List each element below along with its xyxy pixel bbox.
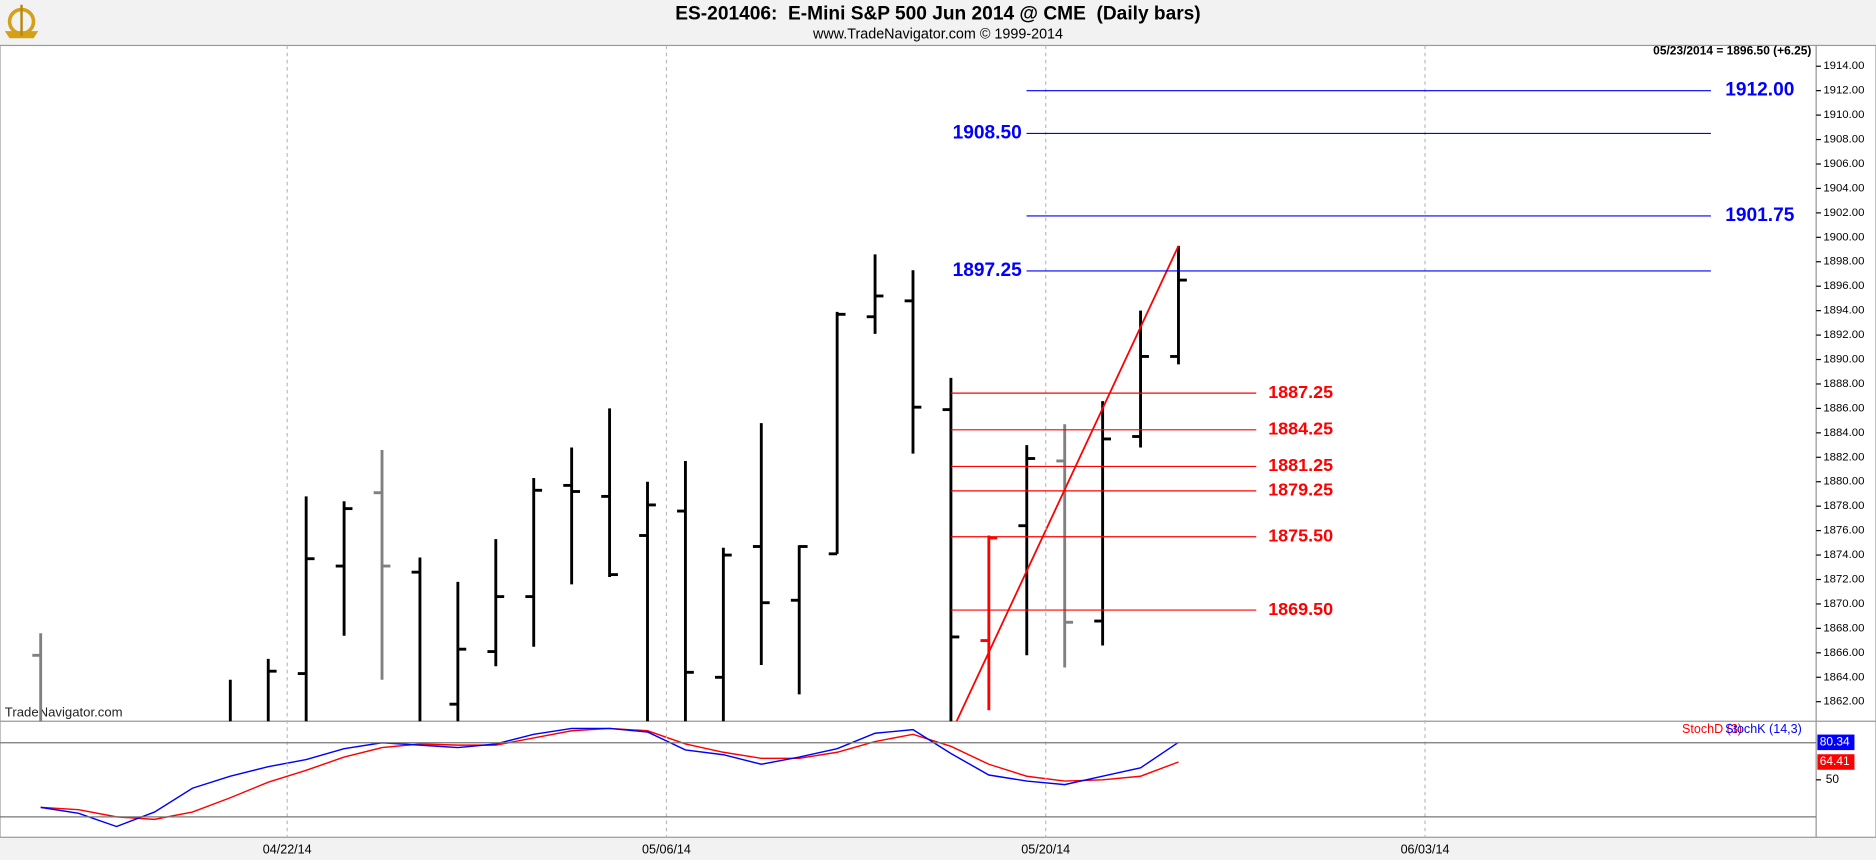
stoch-panel (40, 727, 1179, 828)
y-tick-label: 1874.00 (1823, 549, 1864, 561)
y-tick-label: 1904.00 (1823, 182, 1864, 194)
value-badge-label: 80.34 (1820, 734, 1850, 748)
level-label: 1897.25 (953, 260, 1023, 281)
y-tick-label: 1912.00 (1823, 85, 1864, 97)
y-tick-label: 1896.00 (1823, 280, 1864, 292)
level-label: 1869.50 (1268, 599, 1333, 619)
y-tick-label: 1898.00 (1823, 256, 1864, 268)
level-label: 1908.50 (953, 123, 1022, 144)
y-tick-label: 1878.00 (1823, 500, 1864, 512)
level-label: 1875.50 (1268, 525, 1333, 545)
y-tick-label: 1892.00 (1823, 329, 1864, 341)
level-label: 1881.25 (1268, 455, 1333, 475)
y-tick-label: 1880.00 (1823, 476, 1864, 488)
stoch-line (40, 727, 1179, 828)
y-tick-label: 1872.00 (1823, 573, 1864, 585)
last-quote: 05/23/2014 = 1896.50 (+6.25) (1653, 44, 1811, 58)
trend-line (955, 245, 1180, 722)
x-tick-label: 06/03/14 (1401, 843, 1450, 857)
y-tick-label: 1876.00 (1823, 525, 1864, 537)
y-tick-label: 1906.00 (1823, 158, 1864, 170)
y-tick-label: 1900.00 (1823, 231, 1864, 243)
price-panel (32, 245, 1187, 722)
y-tick-label: 50 (1826, 772, 1840, 786)
y-tick-label: 1882.00 (1823, 451, 1864, 463)
axis-area (1815, 44, 1876, 838)
level-label: 1879.25 (1268, 480, 1333, 500)
logo (4, 4, 39, 39)
y-tick-label: 1910.00 (1823, 109, 1864, 121)
legend-entry: StochK (14,3) (1725, 722, 1802, 736)
value-badge (1817, 734, 1855, 751)
x-tick-label: 05/20/14 (1021, 843, 1070, 857)
y-tick-label: 1870.00 (1823, 598, 1864, 610)
y-tick-label: 1914.00 (1823, 60, 1864, 72)
watermark: TradeNavigator.com (5, 704, 123, 719)
level-label: 1901.75 (1725, 205, 1795, 226)
chart-title: ES-201406: E-Mini S&P 500 Jun 2014 @ CME… (675, 3, 1200, 24)
legend-entry: StochD (3) (1682, 722, 1742, 736)
chart-subtitle: www.TradeNavigator.com © 1999-2014 (812, 26, 1063, 42)
level-label: 1912.00 (1725, 80, 1794, 101)
x-tick-label: 04/22/14 (263, 843, 312, 857)
y-tick-label: 1864.00 (1823, 671, 1864, 683)
y-tick-label: 1866.00 (1823, 647, 1864, 659)
y-tick-label: 1868.00 (1823, 622, 1864, 634)
y-tick-label: 1888.00 (1823, 378, 1864, 390)
y-tick-label: 1908.00 (1823, 134, 1864, 146)
y-tick-label: 1886.00 (1823, 402, 1864, 414)
y-tick-label: 1890.00 (1823, 354, 1864, 366)
y-tick-label: 1862.00 (1823, 696, 1864, 708)
value-badge-label: 64.41 (1820, 754, 1850, 768)
y-tick-label: 1894.00 (1823, 305, 1864, 317)
plot-area (0, 44, 1817, 838)
level-label: 1884.25 (1268, 419, 1333, 439)
x-tick-label: 05/06/14 (642, 843, 691, 857)
y-tick-label: 1884.00 (1823, 427, 1864, 439)
value-badge (1817, 754, 1855, 770)
y-tick-label: 1902.00 (1823, 207, 1864, 219)
level-label: 1887.25 (1268, 382, 1333, 402)
